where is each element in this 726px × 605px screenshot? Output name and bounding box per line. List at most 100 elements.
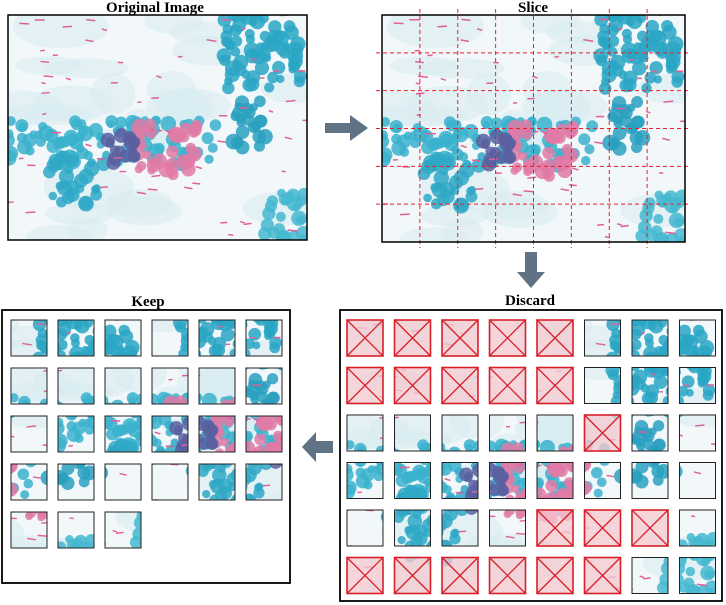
- tile-frame: [151, 463, 189, 501]
- cross: [346, 557, 384, 594]
- tile-frame: [104, 463, 142, 501]
- tile-frame: [441, 414, 479, 452]
- tile-frame: [441, 556, 479, 595]
- tile-frame: [679, 509, 716, 547]
- cross: [489, 557, 526, 594]
- arrow-right: [325, 115, 368, 141]
- slice-frame: [381, 14, 686, 243]
- arrow-down: [517, 252, 545, 288]
- tile-frame: [151, 319, 189, 357]
- cross: [489, 367, 526, 404]
- tile-frame: [198, 463, 236, 501]
- arrow-left: [302, 432, 333, 462]
- tile-frame: [394, 462, 431, 499]
- tile-frame: [57, 511, 95, 549]
- tile-frame: [393, 556, 432, 595]
- cross: [489, 319, 526, 357]
- tile-frame: [245, 463, 283, 501]
- tile-frame: [631, 462, 669, 499]
- tile-frame: [488, 556, 527, 595]
- cross: [631, 509, 669, 547]
- tile-frame: [489, 509, 526, 547]
- tile-frame: [245, 319, 283, 357]
- tile-frame: [346, 556, 384, 595]
- tile-frame: [631, 367, 669, 404]
- original-image: [8, 15, 307, 240]
- tile-frame: [679, 414, 716, 452]
- original-title: Original Image: [106, 0, 204, 16]
- tile-frame: [441, 462, 479, 499]
- tile-frame: [441, 366, 479, 405]
- tile-frame: [57, 367, 95, 405]
- cross: [584, 557, 621, 594]
- slice-image: [382, 15, 685, 242]
- tile-frame: [151, 415, 189, 453]
- tile-frame: [394, 509, 431, 547]
- tile-frame: [245, 367, 283, 405]
- tile-frame: [104, 367, 142, 405]
- tile-frame: [536, 556, 574, 595]
- tile-frame: [198, 319, 236, 357]
- tile-frame: [245, 415, 283, 453]
- cross: [394, 367, 431, 404]
- tile-frame: [488, 319, 527, 357]
- cross: [394, 557, 431, 594]
- tile-frame: [394, 414, 431, 452]
- tile-frame: [57, 463, 95, 501]
- tile-frame: [151, 367, 189, 405]
- tile-frame: [346, 414, 384, 452]
- cross: [394, 319, 431, 357]
- tile-frame: [631, 319, 669, 357]
- tile-frame: [584, 319, 621, 357]
- tile-frame: [104, 319, 142, 357]
- cross: [536, 367, 574, 404]
- tile-frame: [489, 414, 526, 452]
- tile-frame: [631, 509, 669, 547]
- keep-title: Keep: [131, 294, 164, 310]
- tile-frame: [631, 414, 669, 452]
- tile-frame: [489, 462, 526, 499]
- tile-frame: [10, 367, 48, 405]
- cross: [441, 319, 479, 357]
- cross: [346, 319, 384, 357]
- cross: [584, 509, 621, 547]
- tile-frame: [198, 367, 236, 405]
- tile-frame: [536, 414, 574, 452]
- cross: [441, 557, 479, 594]
- tile-frame: [583, 556, 622, 595]
- tile-frame: [679, 319, 716, 357]
- tile-frame: [536, 319, 574, 357]
- tile-frame: [584, 462, 621, 499]
- tile-frame: [583, 509, 622, 547]
- tile-frame: [441, 319, 479, 357]
- cross: [536, 557, 574, 594]
- slice-grid: [376, 9, 691, 248]
- tile-frame: [104, 511, 142, 549]
- tile-frame: [631, 557, 669, 594]
- tile-frame: [679, 557, 716, 594]
- tile-frame: [393, 319, 432, 357]
- tile-frame: [346, 319, 384, 357]
- tile-frame: [346, 366, 384, 405]
- tile-frame: [10, 415, 48, 453]
- tile-frame: [10, 319, 48, 357]
- keep-frame: [1, 309, 291, 584]
- tile-frame: [584, 367, 621, 404]
- cross: [584, 414, 621, 452]
- tile-frame: [57, 319, 95, 357]
- tile-frame: [10, 511, 48, 549]
- tile-frame: [583, 414, 622, 452]
- cross: [441, 367, 479, 404]
- tile-frame: [393, 366, 432, 405]
- slice-title: Slice: [518, 0, 548, 16]
- tile-frame: [441, 509, 479, 547]
- cross: [536, 319, 574, 357]
- tile-frame: [57, 415, 95, 453]
- tile-frame: [679, 367, 716, 404]
- tile-frame: [488, 366, 527, 405]
- discard-frame: [339, 309, 723, 602]
- tile-frame: [536, 462, 574, 499]
- tile-frame: [104, 415, 142, 453]
